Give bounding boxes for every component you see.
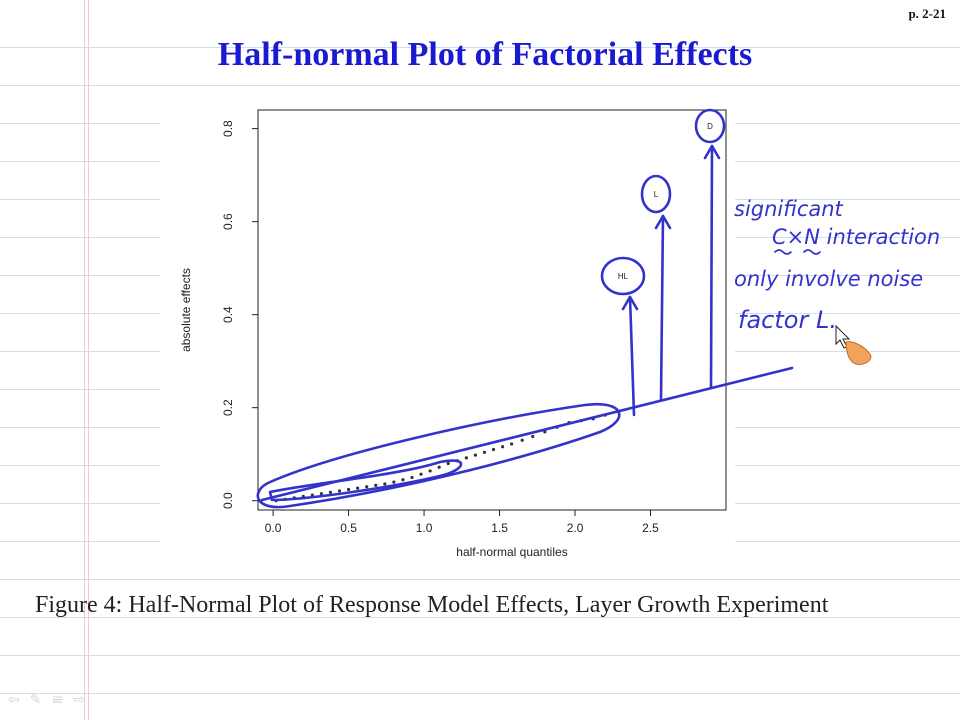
ink-circle-d	[694, 108, 726, 144]
data-point	[491, 447, 496, 452]
viewer-toolbar: ⇦ ✎ ≡ ⇨	[8, 692, 85, 708]
data-point	[337, 489, 342, 493]
handwritten-annotations: significant C×N interaction only involve n…	[256, 108, 940, 509]
menu-icon[interactable]: ≡	[51, 692, 64, 708]
ink-arrow-d	[709, 144, 714, 390]
ink-circle-hl	[600, 256, 646, 296]
y-tick-label: 0.4	[221, 306, 235, 323]
ink-circle-l	[640, 174, 672, 214]
pointer-hand	[845, 341, 872, 365]
plot-frame	[257, 109, 727, 511]
ink-tilde-n	[803, 249, 821, 255]
data-point	[482, 450, 487, 454]
data-point	[356, 486, 360, 490]
data-point	[510, 442, 514, 446]
data-point	[401, 478, 405, 482]
labeled-point-text: HL	[618, 272, 629, 281]
data-point	[428, 469, 432, 473]
ink-arrow-hl-head	[621, 295, 639, 311]
data-point	[473, 453, 477, 457]
pointer-arrow	[835, 324, 851, 349]
data-point	[437, 465, 441, 469]
data-point	[346, 487, 351, 492]
ink-arrow-d-head	[703, 144, 721, 160]
ink-arrow-l-head	[654, 214, 672, 230]
data-point	[500, 445, 505, 449]
figure-background	[160, 100, 735, 570]
x-tick-label: 1.5	[491, 521, 508, 535]
x-tick-label: 0.5	[340, 521, 357, 535]
data-point	[374, 483, 378, 487]
y-axis-label: absolute effects	[179, 268, 193, 352]
x-tick-label: 2.5	[642, 521, 659, 535]
ink-arrow-l	[659, 214, 665, 402]
pen-icon[interactable]: ✎	[29, 692, 42, 708]
data-point	[319, 492, 324, 496]
y-tick-label: 0.2	[221, 399, 235, 416]
figure-caption: Figure 4: Half-Normal Plot of Response M…	[35, 592, 829, 618]
y-tick-label: 0.6	[221, 213, 235, 230]
pointer-hand-icon	[835, 324, 872, 365]
data-point	[520, 438, 524, 442]
data-point	[410, 475, 414, 480]
ink-arrow-hl	[628, 295, 636, 417]
data-point	[392, 480, 396, 484]
plot-axes: 0.0 0.5 1.0 1.5 2.0 2.5 0.0 0.2 0.4 0.6 0.8 half-no…	[179, 109, 727, 559]
note-only-involve-noise: only involve noise	[734, 267, 923, 291]
data-point	[446, 461, 450, 466]
ink-loop-noise-effects	[256, 402, 621, 509]
ink-tilde-c	[774, 249, 792, 255]
y-tick-label: 0.8	[221, 120, 235, 137]
data-point	[328, 490, 333, 494]
data-point	[464, 456, 468, 460]
labeled-point-text: L	[654, 190, 659, 199]
data-point	[365, 485, 369, 489]
y-tick-label: 0.0	[221, 492, 235, 509]
page-title: Half-normal Plot of Factorial Effects	[217, 36, 753, 73]
data-point	[383, 482, 387, 486]
x-axis-label: half-normal quantiles	[456, 545, 567, 559]
x-tick-label: 2.0	[567, 521, 584, 535]
page-number: p. 2-21	[908, 6, 946, 21]
data-point	[531, 434, 535, 439]
x-tick-label: 0.0	[265, 521, 282, 535]
labeled-point-text: D	[707, 122, 713, 131]
note-significant: significant	[734, 197, 844, 221]
data-point	[419, 472, 423, 476]
note-factor-l: factor L.	[738, 306, 837, 334]
ink-fitted-line	[260, 366, 794, 502]
margin-line-right	[88, 0, 89, 720]
note-interaction: C×N interaction	[772, 225, 940, 249]
margin-line-left	[84, 0, 85, 720]
back-icon[interactable]: ⇦	[8, 692, 20, 708]
x-tick-label: 1.0	[416, 521, 433, 535]
plot-point-labels: HL L D	[618, 122, 713, 281]
forward-icon[interactable]: ⇨	[73, 692, 85, 708]
